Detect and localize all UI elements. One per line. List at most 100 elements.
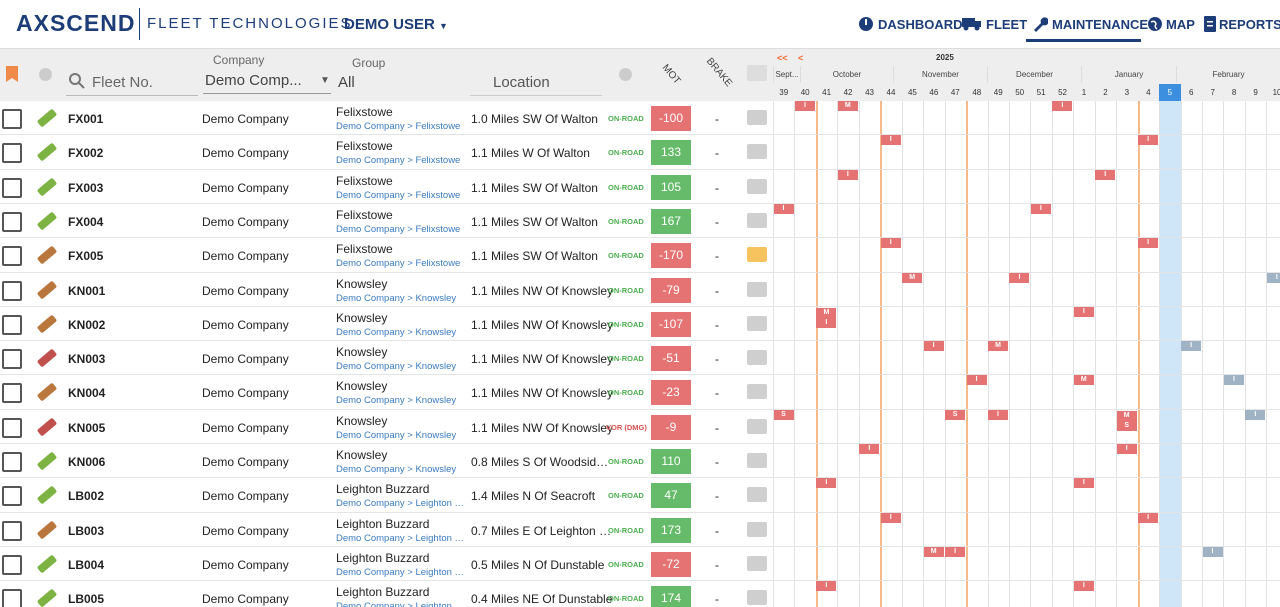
row-checkbox[interactable]: [2, 314, 22, 335]
fleet-number[interactable]: LB003: [68, 523, 105, 538]
mot-header[interactable]: MOT: [659, 62, 683, 87]
row-checkbox[interactable]: [2, 109, 22, 129]
row-checkbox[interactable]: [2, 143, 22, 164]
maintenance-event[interactable]: I: [923, 341, 944, 352]
notes-icon[interactable]: [747, 453, 767, 468]
logo[interactable]: AXSCEND: [16, 10, 136, 36]
maintenance-event[interactable]: I: [816, 317, 837, 328]
row-checkbox[interactable]: [2, 211, 22, 232]
notes-icon[interactable]: [747, 590, 767, 606]
prev-fast[interactable]: <<: [777, 53, 788, 63]
nav-fleet[interactable]: FLEET: [986, 17, 1028, 32]
maintenance-event[interactable]: I: [816, 581, 837, 592]
maintenance-event[interactable]: I: [966, 375, 987, 386]
maintenance-event[interactable]: I: [1181, 341, 1202, 352]
prev[interactable]: <: [798, 53, 804, 63]
maintenance-event[interactable]: I: [1116, 444, 1137, 454]
brake-header[interactable]: BRAKE: [703, 55, 735, 90]
notes-icon[interactable]: [747, 555, 767, 571]
row-checkbox[interactable]: [2, 452, 22, 472]
maintenance-event[interactable]: I: [1073, 478, 1094, 489]
maintenance-event[interactable]: I: [1202, 546, 1223, 557]
bookmark-icon[interactable]: [6, 66, 18, 82]
nav-reports[interactable]: REPORTS: [1219, 17, 1280, 32]
notes-icon[interactable]: [747, 315, 767, 331]
row-checkbox[interactable]: [2, 383, 22, 404]
notes-icon[interactable]: [747, 384, 767, 400]
row-checkbox[interactable]: [2, 554, 22, 575]
maintenance-event[interactable]: S: [773, 409, 794, 420]
maintenance-event[interactable]: I: [1223, 375, 1244, 386]
maintenance-event[interactable]: I: [880, 135, 901, 146]
notes-icon[interactable]: [747, 487, 767, 503]
maintenance-event[interactable]: I: [988, 409, 1008, 420]
user-menu[interactable]: DEMO USER ▼: [344, 16, 448, 33]
row-checkbox[interactable]: [2, 520, 22, 541]
maintenance-event[interactable]: I: [945, 546, 966, 557]
nav-maintenance[interactable]: MAINTENANCE: [1052, 17, 1149, 32]
fleet-number[interactable]: LB004: [68, 557, 105, 572]
fleet-number[interactable]: KN006: [68, 455, 106, 469]
maintenance-event[interactable]: M: [902, 272, 923, 283]
location-header[interactable]: Location: [493, 74, 550, 91]
user-name[interactable]: DEMO USER: [344, 16, 435, 33]
maintenance-event[interactable]: M: [988, 341, 1008, 352]
row-checkbox[interactable]: [2, 589, 22, 607]
fleet-number[interactable]: LB002: [68, 489, 105, 504]
status-sort[interactable]: [619, 68, 632, 81]
company-caret[interactable]: ▼: [320, 75, 330, 86]
maintenance-event[interactable]: M: [816, 307, 837, 318]
maintenance-event[interactable]: I: [1030, 203, 1051, 214]
maintenance-event[interactable]: M: [923, 546, 944, 557]
maintenance-event[interactable]: I: [1245, 409, 1266, 420]
fleet-number[interactable]: FX004: [68, 214, 104, 229]
maintenance-event[interactable]: M: [1073, 375, 1094, 386]
maintenance-event[interactable]: I: [816, 478, 837, 489]
maintenance-event[interactable]: I: [1009, 272, 1030, 283]
maintenance-event[interactable]: I: [794, 101, 815, 111]
nav-dashboard[interactable]: DASHBOARD: [878, 17, 963, 32]
notes-icon[interactable]: [747, 110, 767, 125]
fleet-number[interactable]: KN005: [68, 420, 106, 435]
maintenance-event[interactable]: I: [1073, 581, 1094, 592]
nav-map[interactable]: MAP: [1166, 17, 1195, 32]
notes-icon[interactable]: [747, 350, 767, 366]
fleet-number[interactable]: FX005: [68, 249, 104, 264]
notes-icon[interactable]: [747, 212, 767, 228]
maintenance-event[interactable]: I: [1095, 169, 1116, 180]
maintenance-event[interactable]: I: [880, 512, 901, 523]
maintenance-event[interactable]: I: [859, 444, 880, 454]
row-checkbox[interactable]: [2, 349, 22, 370]
maintenance-event[interactable]: I: [773, 203, 794, 214]
fleet-number[interactable]: KN001: [68, 283, 106, 298]
maintenance-event[interactable]: I: [1266, 272, 1280, 283]
notes-icon[interactable]: [747, 281, 767, 297]
fleet-number[interactable]: LB005: [68, 592, 105, 607]
maintenance-event[interactable]: I: [837, 169, 858, 180]
maintenance-event[interactable]: I: [880, 238, 901, 249]
sort-toggle[interactable]: [39, 68, 52, 81]
notes-icon[interactable]: [747, 247, 767, 263]
notes-icon[interactable]: [747, 178, 767, 194]
maintenance-event[interactable]: I: [1138, 238, 1159, 249]
row-checkbox[interactable]: [2, 486, 22, 507]
fleet-number[interactable]: FX001: [68, 112, 104, 126]
fleet-number[interactable]: FX003: [68, 180, 104, 195]
row-checkbox[interactable]: [2, 417, 22, 438]
notes-icon[interactable]: [747, 521, 767, 537]
fleet-search[interactable]: Fleet No.: [92, 74, 153, 91]
maintenance-event[interactable]: S: [945, 409, 966, 420]
maintenance-event[interactable]: I: [1073, 306, 1094, 317]
fleet-number[interactable]: KN002: [68, 317, 106, 332]
fleet-number[interactable]: KN003: [68, 352, 106, 367]
fleet-number[interactable]: KN004: [68, 386, 106, 401]
fleet-number[interactable]: FX002: [68, 146, 104, 161]
notes-icon[interactable]: [747, 418, 767, 434]
group-select[interactable]: All: [338, 74, 355, 91]
maintenance-event[interactable]: I: [1138, 512, 1159, 523]
maintenance-event[interactable]: S: [1116, 420, 1137, 431]
row-checkbox[interactable]: [2, 246, 22, 267]
row-checkbox[interactable]: [2, 280, 22, 301]
maintenance-event[interactable]: M: [1116, 410, 1137, 421]
row-checkbox[interactable]: [2, 177, 22, 198]
